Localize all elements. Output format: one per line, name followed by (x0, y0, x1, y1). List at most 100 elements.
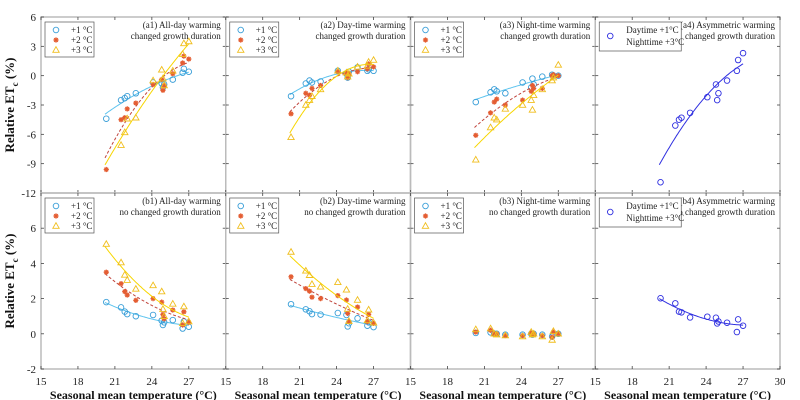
data-point (103, 269, 109, 275)
data-point (733, 67, 741, 75)
data-point (169, 76, 177, 83)
y-tick-label: -2 (27, 364, 36, 376)
data-point (131, 284, 140, 292)
data-point (657, 294, 664, 302)
x-tick-label: 27 (368, 376, 380, 388)
legend-label: +3 °C (441, 221, 462, 231)
data-point (236, 45, 245, 53)
data-point (180, 60, 186, 66)
panel-subtitle: changed growth duration (685, 31, 775, 41)
data-point (52, 26, 60, 34)
data-point (528, 88, 534, 94)
data-point (555, 72, 562, 79)
data-point (123, 92, 131, 100)
y-tick-label: -12 (21, 188, 36, 200)
data-point (686, 314, 694, 321)
legend: Daytime +1°C Nighttime +3°C (598, 197, 684, 228)
data-point (739, 322, 747, 329)
data-point (422, 37, 429, 43)
data-point (519, 79, 526, 86)
legend-label: Daytime +1°C (626, 25, 678, 35)
legend-label: Nighttime +3°C (626, 37, 684, 47)
y-tick-label: 3 (31, 41, 37, 53)
legend: +1 °C+2 °C+3 °C (229, 21, 280, 58)
x-tick-label: 30 (775, 376, 787, 388)
y-tick-label: 0 (31, 329, 37, 341)
data-point (723, 77, 731, 84)
data-point (131, 113, 140, 121)
series-0 (657, 294, 747, 336)
data-point (343, 297, 350, 303)
fit-line (659, 298, 744, 326)
data-point (354, 315, 361, 322)
data-point (303, 285, 309, 292)
x-axis-label: Seasonal mean temperature (°C) (419, 388, 586, 400)
data-point (123, 275, 132, 283)
fit-line (104, 43, 190, 166)
data-point (657, 178, 664, 186)
legend-label: +2 °C (256, 35, 277, 45)
series-2 (102, 239, 193, 326)
data-point (363, 61, 372, 69)
data-point (303, 90, 309, 96)
data-point (704, 93, 711, 101)
legend-label: +3 °C (256, 45, 277, 55)
x-tick-label: 18 (627, 376, 639, 388)
data-point (502, 332, 508, 339)
data-point (309, 294, 315, 300)
x-tick-label: 24 (701, 376, 713, 388)
legend: +1 °C+2 °C+3 °C (229, 197, 280, 234)
data-point (487, 327, 494, 333)
data-point (132, 312, 140, 320)
data-point (354, 304, 361, 310)
fit-line (104, 71, 189, 115)
data-point (528, 105, 537, 113)
series-0 (472, 329, 562, 340)
data-point (159, 76, 165, 83)
data-point (159, 299, 165, 305)
series-0 (103, 65, 193, 122)
data-point (117, 96, 125, 104)
data-point (554, 329, 563, 337)
data-point (492, 330, 501, 338)
data-point (181, 309, 187, 315)
panel-subtitle: no changed growth duration (304, 207, 406, 217)
data-point (486, 324, 495, 332)
data-point (236, 221, 245, 229)
legend-label: +3 °C (256, 221, 277, 231)
data-point (124, 106, 130, 112)
data-point (734, 56, 742, 64)
data-point (288, 274, 294, 280)
legend: +1 °C+2 °C+3 °C (414, 21, 464, 58)
data-point (184, 37, 193, 45)
data-point (734, 316, 742, 323)
data-point (184, 317, 193, 325)
data-point (548, 335, 557, 343)
x-axis-label: Seasonal mean temperature (°C) (235, 388, 402, 400)
panel-a1: -12 -9 -6 -3 0 3 6 (a1) All-day warmingchanged … (21, 12, 227, 200)
data-point (317, 311, 324, 318)
data-point (123, 114, 132, 122)
data-point (150, 81, 156, 88)
data-point (486, 123, 495, 131)
x-tick-label: 18 (257, 376, 269, 388)
data-point (186, 319, 192, 325)
data-point (157, 65, 166, 73)
data-point (132, 90, 140, 97)
series-2 (117, 37, 193, 148)
legend-label: +2 °C (71, 211, 92, 221)
series-1 (288, 274, 377, 327)
data-point (549, 326, 558, 334)
data-point (301, 266, 310, 274)
data-point (52, 45, 60, 53)
data-point (519, 97, 526, 103)
data-point (118, 281, 124, 287)
y-tick-label: -6 (27, 129, 37, 141)
data-point (713, 96, 721, 104)
y-tick-label: -3 (27, 100, 37, 112)
panel-title: (a1) All-day warming (143, 20, 221, 30)
data-point (169, 316, 177, 324)
data-point (554, 60, 563, 68)
